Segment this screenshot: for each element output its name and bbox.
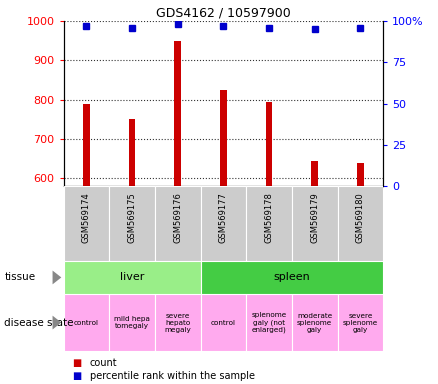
Text: control: control	[74, 319, 99, 326]
Bar	[155, 186, 201, 261]
Bar	[292, 294, 338, 351]
Text: disease state: disease state	[4, 318, 74, 328]
Text: moderate
splenome
galy: moderate splenome galy	[297, 313, 332, 333]
Bar	[357, 164, 364, 186]
Text: liver: liver	[120, 272, 144, 283]
Text: percentile rank within the sample: percentile rank within the sample	[90, 371, 255, 381]
Bar	[246, 294, 292, 351]
Text: splenome
galy (not
enlarged): splenome galy (not enlarged)	[251, 312, 287, 333]
Text: GSM569175: GSM569175	[127, 192, 137, 243]
Bar	[338, 294, 383, 351]
Text: control: control	[211, 319, 236, 326]
Text: GSM569178: GSM569178	[265, 192, 274, 243]
Text: count: count	[90, 358, 117, 368]
Text: severe
hepato
megaly: severe hepato megaly	[164, 313, 191, 333]
Bar	[64, 294, 109, 351]
Text: ■: ■	[72, 371, 81, 381]
Bar	[201, 261, 383, 294]
Text: GSM569180: GSM569180	[356, 192, 365, 243]
Bar	[265, 102, 272, 186]
Bar	[201, 294, 246, 351]
Text: mild hepa
tomegaly: mild hepa tomegaly	[114, 316, 150, 329]
Bar	[201, 186, 246, 261]
Bar	[174, 41, 181, 186]
Bar	[155, 294, 201, 351]
Text: spleen: spleen	[273, 272, 310, 283]
Text: GSM569177: GSM569177	[219, 192, 228, 243]
Text: GSM569176: GSM569176	[173, 192, 182, 243]
Bar	[129, 119, 135, 186]
Title: GDS4162 / 10597900: GDS4162 / 10597900	[156, 7, 291, 20]
Bar	[220, 90, 227, 186]
Bar	[64, 186, 109, 261]
Text: GSM569179: GSM569179	[310, 192, 319, 243]
Bar	[109, 186, 155, 261]
Bar	[64, 261, 201, 294]
Bar	[109, 294, 155, 351]
Bar	[83, 104, 90, 186]
Bar	[292, 186, 338, 261]
Text: severe
splenome
galy: severe splenome galy	[343, 313, 378, 333]
Bar	[311, 162, 318, 186]
Bar	[338, 186, 383, 261]
Text: ■: ■	[72, 358, 81, 368]
Text: tissue: tissue	[4, 272, 35, 283]
Text: GSM569174: GSM569174	[82, 192, 91, 243]
Bar	[246, 186, 292, 261]
